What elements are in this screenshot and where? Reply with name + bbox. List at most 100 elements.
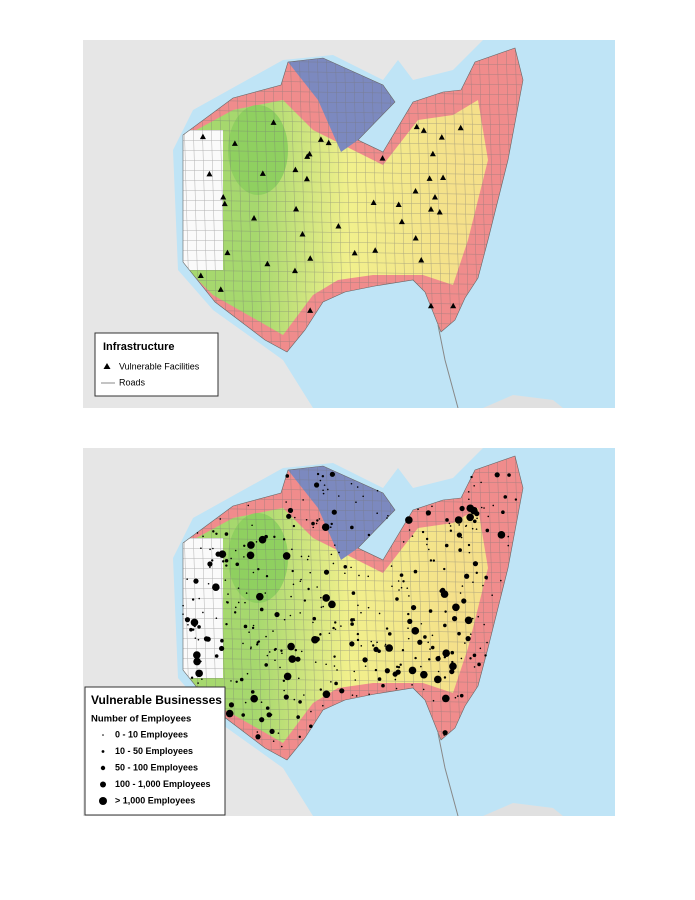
business-point xyxy=(234,549,237,552)
business-point xyxy=(219,518,222,520)
road xyxy=(183,567,523,574)
business-point xyxy=(417,508,419,511)
business-point xyxy=(215,532,218,535)
business-point xyxy=(432,559,436,562)
business-point xyxy=(484,654,487,657)
business-point xyxy=(289,614,292,617)
facility-point xyxy=(429,150,436,157)
facility-point xyxy=(217,286,224,292)
business-point xyxy=(472,653,477,658)
business-point xyxy=(197,625,201,629)
business-point xyxy=(190,676,194,679)
business-point xyxy=(401,649,405,652)
business-point xyxy=(330,553,333,556)
business-point xyxy=(355,695,358,697)
legend-symbol xyxy=(100,765,106,771)
business-point xyxy=(507,544,510,547)
road xyxy=(183,169,523,176)
business-point xyxy=(256,643,259,646)
business-point xyxy=(411,535,414,537)
facility-point xyxy=(303,175,310,182)
business-point xyxy=(514,498,518,501)
business-point xyxy=(256,641,259,644)
road xyxy=(183,279,523,286)
facility-point xyxy=(197,272,204,278)
business-point xyxy=(219,645,225,652)
business-point xyxy=(252,571,255,574)
business-point xyxy=(182,604,184,607)
business-point xyxy=(408,529,411,531)
business-point xyxy=(314,661,317,663)
business-point xyxy=(186,578,188,580)
facility-point xyxy=(398,218,405,225)
business-point xyxy=(316,586,318,588)
business-point xyxy=(381,683,385,688)
legend-symbol xyxy=(100,781,106,788)
business-point xyxy=(465,525,467,528)
facility-point xyxy=(259,170,266,176)
business-point xyxy=(187,623,189,626)
business-point xyxy=(230,557,232,560)
business-point xyxy=(207,582,210,585)
facility-point xyxy=(413,123,420,130)
business-point xyxy=(300,650,303,653)
business-point xyxy=(420,672,426,678)
business-point xyxy=(480,506,483,509)
business-point xyxy=(376,641,378,644)
business-point xyxy=(451,616,458,622)
road xyxy=(183,557,523,564)
business-point xyxy=(286,513,292,519)
business-point xyxy=(331,601,334,604)
business-point xyxy=(460,536,463,539)
business-point xyxy=(385,627,389,630)
facility-point xyxy=(412,235,419,241)
business-point xyxy=(442,730,448,736)
legend: Infrastructure Vulnerable Facilities Roads xyxy=(94,332,219,397)
business-point xyxy=(323,484,326,486)
business-point xyxy=(464,616,473,625)
facility-point xyxy=(293,205,300,212)
business-point xyxy=(330,681,332,683)
legend-subtitle: Number of Employees xyxy=(91,714,191,725)
business-point xyxy=(467,491,470,493)
business-point xyxy=(209,566,211,568)
legend-title: Vulnerable Businesses xyxy=(91,693,222,707)
business-point xyxy=(228,702,235,708)
business-point xyxy=(251,626,255,630)
business-point xyxy=(353,670,356,673)
business-point xyxy=(316,472,320,476)
facility-point xyxy=(427,206,434,212)
city-outline xyxy=(182,47,524,353)
business-point xyxy=(357,604,359,607)
business-point xyxy=(306,558,309,561)
business-point xyxy=(435,656,441,662)
business-point xyxy=(407,618,413,624)
business-point xyxy=(294,516,296,519)
business-point xyxy=(264,663,269,667)
blue-zone xyxy=(288,58,395,152)
business-point xyxy=(431,634,434,637)
business-point xyxy=(296,715,300,719)
business-point xyxy=(195,669,203,678)
business-point xyxy=(464,573,470,579)
facility-point xyxy=(299,231,306,237)
business-point xyxy=(264,592,267,594)
business-point xyxy=(465,636,471,642)
legend-item: > 1,000 Employees xyxy=(115,795,195,805)
business-point xyxy=(244,601,246,604)
business-point xyxy=(500,579,502,582)
facility-point xyxy=(438,134,445,140)
business-point xyxy=(283,672,292,681)
business-point xyxy=(322,704,324,707)
road xyxy=(183,219,523,226)
legend-item: Vulnerable Facilities xyxy=(119,361,200,371)
bridge xyxy=(437,324,459,408)
business-point xyxy=(334,621,337,624)
business-point xyxy=(370,640,373,643)
business-point xyxy=(477,615,480,618)
business-point xyxy=(350,622,354,626)
business-point xyxy=(439,589,444,593)
business-point xyxy=(302,499,304,501)
business-point xyxy=(227,593,229,595)
